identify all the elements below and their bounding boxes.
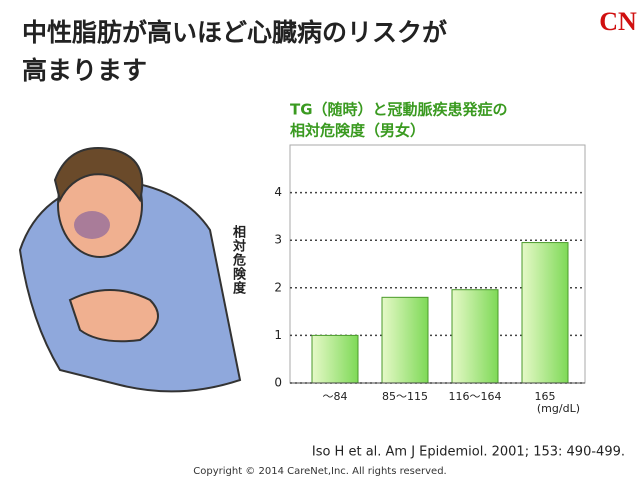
x-tick-label: 165 — [535, 390, 556, 403]
x-tick-label: ～84 — [323, 390, 348, 403]
x-tick-label: 85～115 — [382, 390, 428, 403]
bar — [381, 296, 429, 384]
bar — [521, 242, 569, 384]
chart-title: 相対危険度（男女） — [290, 122, 425, 140]
y-tick-label: 3 — [274, 233, 282, 247]
bar — [311, 334, 359, 384]
bar — [451, 289, 499, 384]
copyright: Copyright © 2014 CareNet,Inc. All rights… — [193, 466, 446, 477]
citation: Iso H et al. Am J Epidemiol. 2001; 153: … — [312, 445, 625, 460]
y-tick-label: 2 — [274, 280, 282, 294]
x-tick-label: 116～164 — [449, 390, 502, 403]
y-axis-label: 相対危険度 — [230, 225, 245, 295]
slide-title: 高まります — [22, 56, 147, 85]
logo: CN — [599, 7, 637, 36]
y-label-box: 相対危険度 — [230, 225, 245, 295]
x-unit: (mg/dL) — [537, 402, 580, 415]
chart-title: TG（随時）と冠動脈疾患発症の — [290, 101, 508, 119]
slide-title: 中性脂肪が高いほど心臓病のリスクが — [22, 18, 447, 47]
y-tick-label: 4 — [274, 185, 282, 199]
y-tick-label: 1 — [274, 328, 282, 342]
y-tick-label: 0 — [274, 376, 282, 390]
illustration — [18, 147, 242, 393]
